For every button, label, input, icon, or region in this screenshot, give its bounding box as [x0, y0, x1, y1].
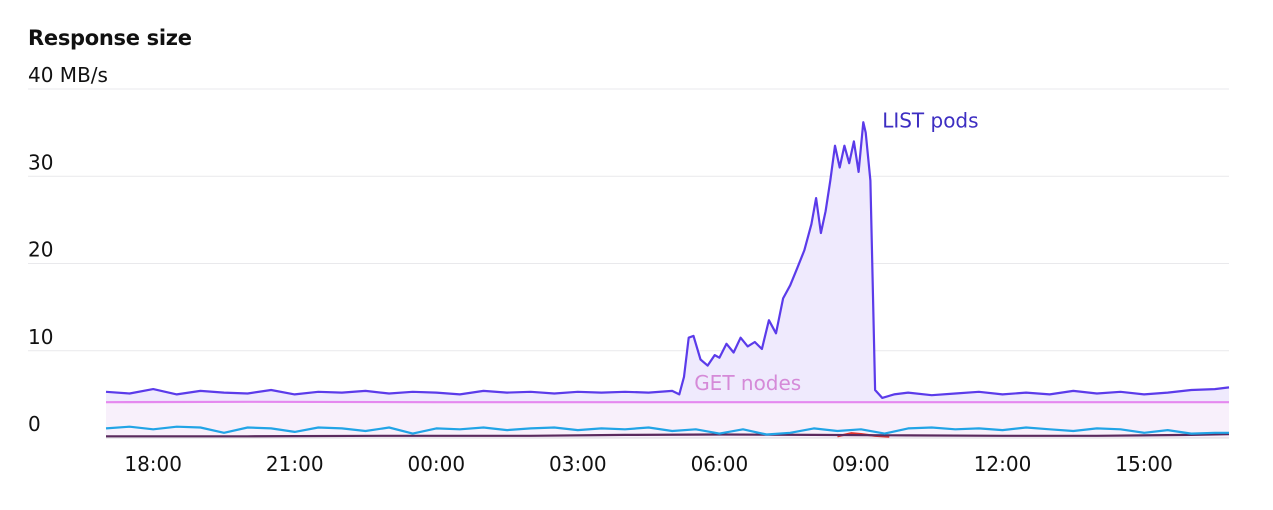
annotation-list-pods: LIST pods: [882, 108, 978, 132]
y-tick-label: 30: [28, 150, 53, 174]
x-tick-label: 06:00: [691, 452, 749, 476]
x-tick-label: 21:00: [266, 452, 324, 476]
x-tick-label: 18:00: [124, 452, 182, 476]
series-line-0: [105, 121, 1230, 399]
series-area-1: [106, 401, 1229, 438]
x-tick-label: 03:00: [549, 452, 607, 476]
series-line-2: [105, 425, 1229, 436]
x-tick-label: 15:00: [1115, 452, 1173, 476]
y-tick-label: 20: [28, 238, 53, 262]
y-tick-label: 10: [28, 325, 53, 349]
annotation-get-nodes: GET nodes: [694, 371, 801, 395]
x-tick-label: 12:00: [974, 452, 1032, 476]
y-tick-label: 40 MB/s: [28, 63, 108, 87]
y-tick-label: 0: [28, 412, 41, 436]
x-tick-label: 09:00: [832, 452, 890, 476]
chart-title: Response size: [28, 26, 192, 50]
x-tick-label: 00:00: [407, 452, 465, 476]
